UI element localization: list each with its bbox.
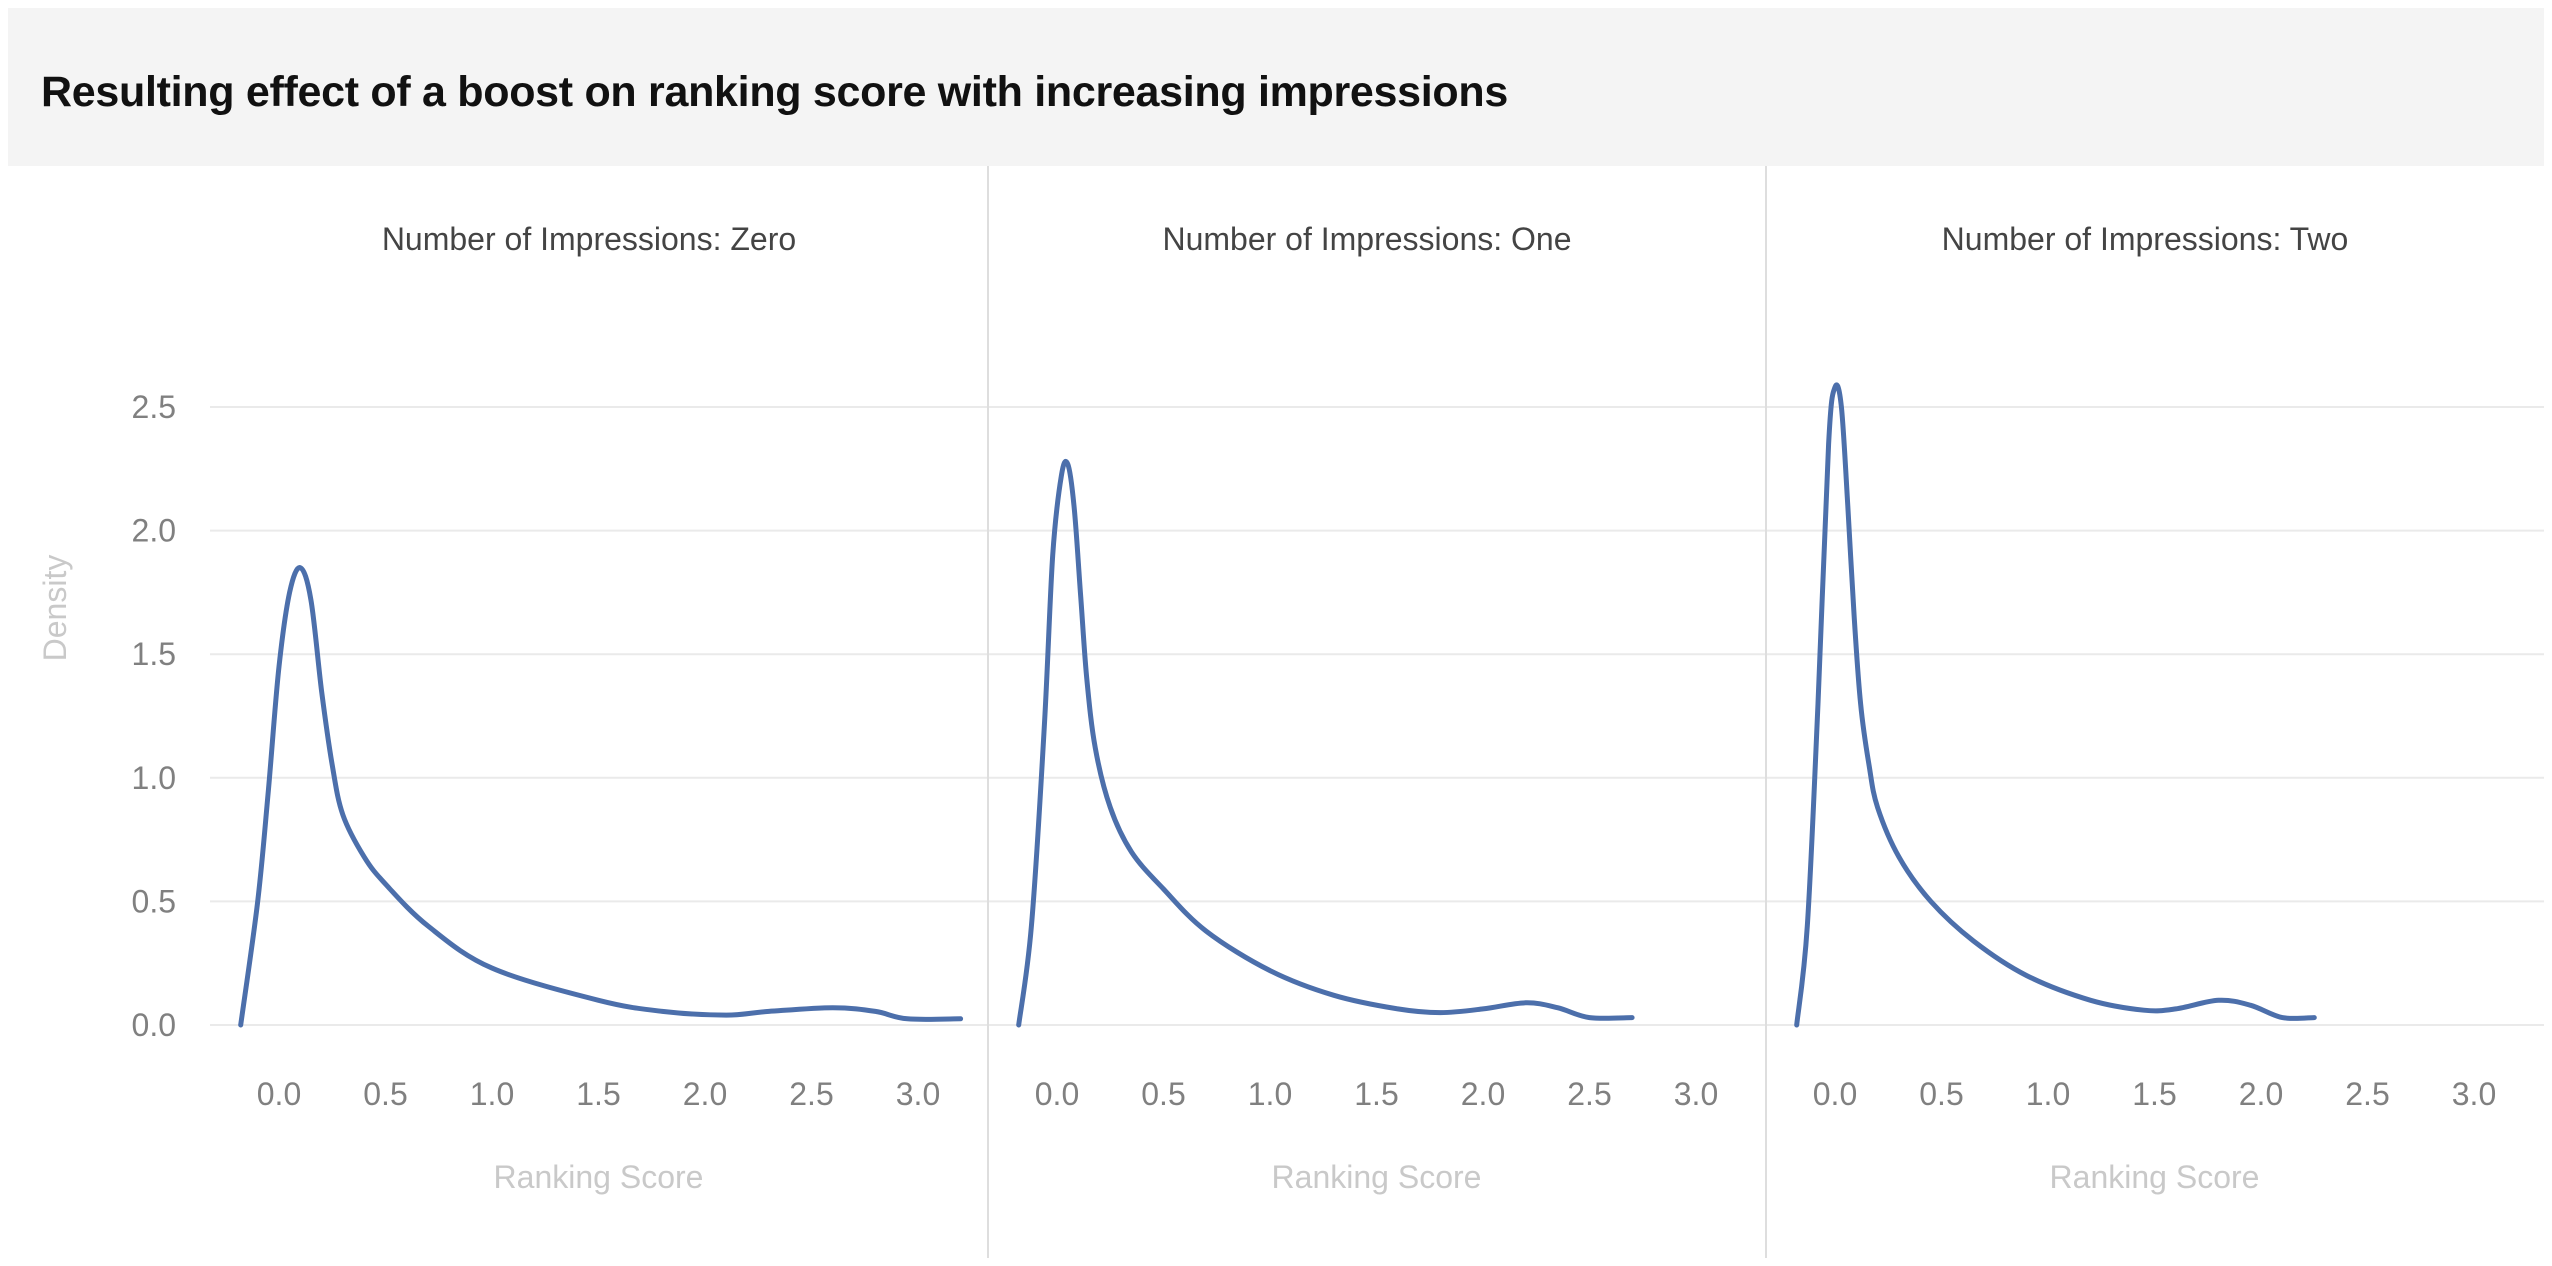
facet-title: Number of Impressions: Zero [382,221,796,257]
chart-title: Resulting effect of a boost on ranking s… [41,68,1508,116]
density-curve [1016,459,1635,1028]
x-tick-label: 3.0 [2452,1076,2496,1112]
x-tick-label: 0.0 [1035,1076,1079,1112]
facet-title: Number of Impressions: One [1162,221,1571,257]
y-axis-title: Density [37,555,73,662]
x-axis-title: Ranking Score [494,1159,704,1195]
x-tick-label: 1.5 [1354,1076,1398,1112]
x-tick-label: 3.0 [1674,1076,1718,1112]
x-tick-label: 1.5 [2132,1076,2176,1112]
x-tick-label: 0.0 [257,1076,301,1112]
y-tick-label: 2.5 [132,389,176,425]
x-tick-label: 0.5 [363,1076,407,1112]
y-tick-label: 2.0 [132,513,176,549]
x-tick-label: 0.5 [1919,1076,1963,1112]
y-tick-label: 0.0 [132,1007,176,1043]
facet-title: Number of Impressions: Two [1942,221,2349,257]
y-tick-label: 1.0 [132,760,176,796]
x-tick-label: 1.0 [1248,1076,1292,1112]
x-tick-label: 2.5 [1567,1076,1611,1112]
x-tick-label: 1.5 [576,1076,620,1112]
x-tick-label: 2.5 [789,1076,833,1112]
density-curve [1794,382,2317,1028]
x-tick-label: 3.0 [896,1076,940,1112]
x-tick-label: 2.0 [2239,1076,2283,1112]
x-tick-label: 0.5 [1141,1076,1185,1112]
x-tick-label: 0.0 [1813,1076,1857,1112]
x-tick-label: 2.5 [2345,1076,2389,1112]
y-tick-label: 0.5 [132,883,176,919]
x-tick-label: 1.0 [470,1076,514,1112]
title-bar: Resulting effect of a boost on ranking s… [8,8,2544,166]
y-tick-label: 1.5 [132,636,176,672]
x-tick-label: 2.0 [1461,1076,1505,1112]
x-tick-label: 1.0 [2026,1076,2070,1112]
density-curve [238,565,964,1028]
x-tick-label: 2.0 [683,1076,727,1112]
x-axis-title: Ranking Score [2050,1159,2260,1195]
x-axis-title: Ranking Score [1272,1159,1482,1195]
